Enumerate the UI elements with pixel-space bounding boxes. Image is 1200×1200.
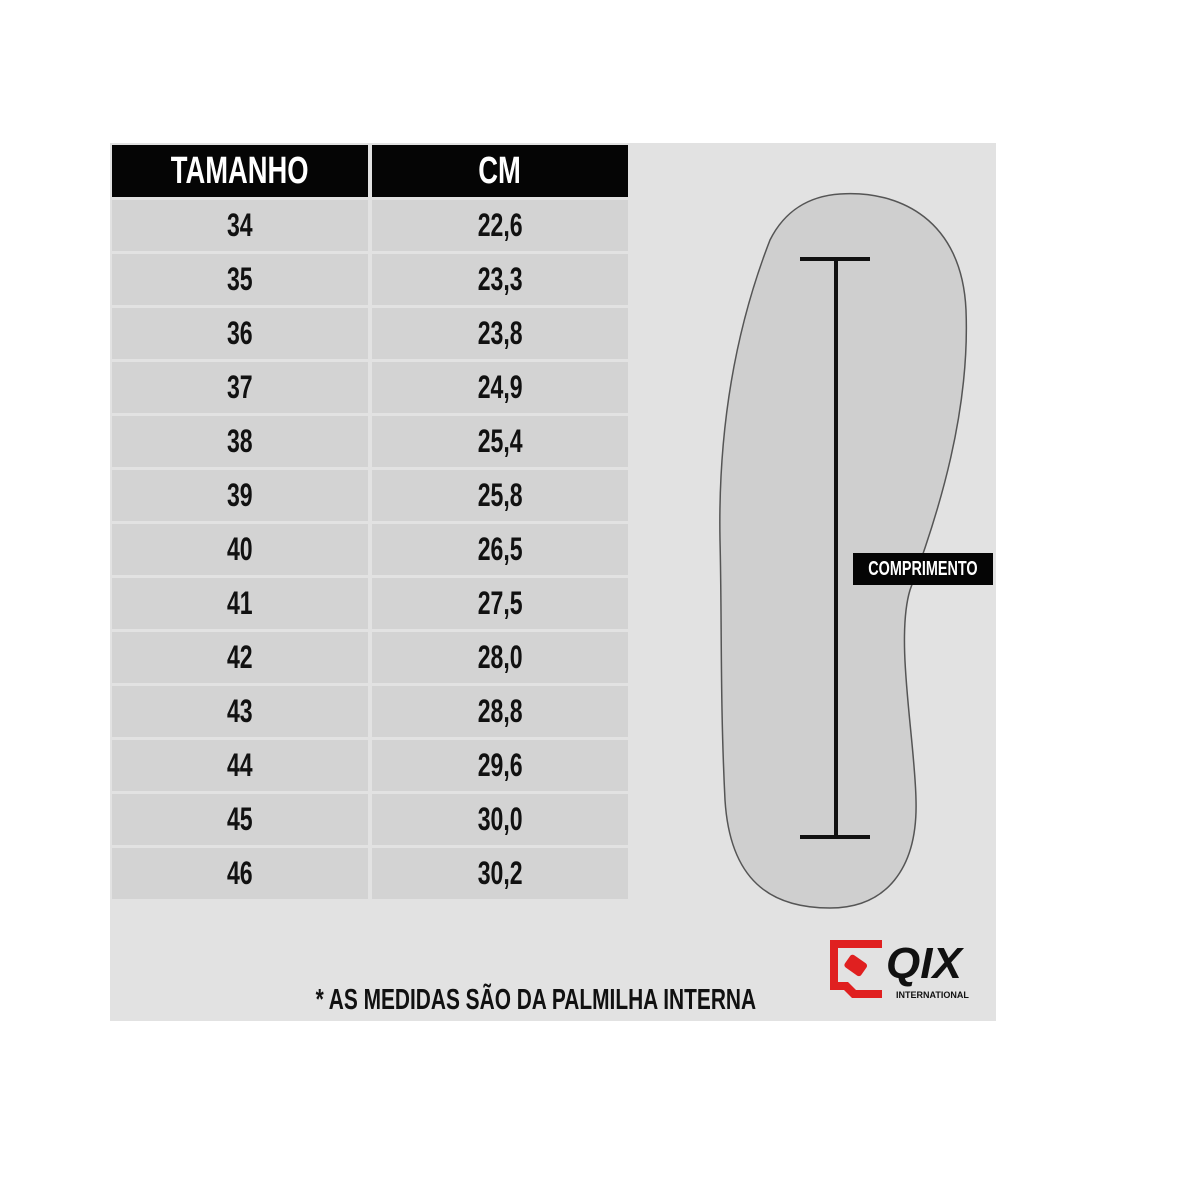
size-cell: 44 [112, 740, 368, 791]
insole-diagram [719, 192, 968, 909]
table-row: 41 27,5 [112, 578, 628, 629]
size-cell: 43 [112, 686, 368, 737]
cm-cell: 29,6 [372, 740, 628, 791]
cm-cell: 28,8 [372, 686, 628, 737]
table-row: 38 25,4 [112, 416, 628, 467]
size-cell: 34 [112, 200, 368, 251]
table-row: 34 22,6 [112, 200, 628, 251]
cm-cell: 27,5 [372, 578, 628, 629]
size-cell: 38 [112, 416, 368, 467]
table-header: TAMANHO CM [112, 145, 628, 197]
cm-cell: 30,0 [372, 794, 628, 845]
logo-subtext: INTERNATIONAL [896, 990, 969, 1000]
table-row: 36 23,8 [112, 308, 628, 359]
cm-cell: 28,0 [372, 632, 628, 683]
table-row: 35 23,3 [112, 254, 628, 305]
size-cell: 39 [112, 470, 368, 521]
size-cell: 37 [112, 362, 368, 413]
size-table: TAMANHO CM 34 22,6 35 23,3 36 23,8 37 24,9 38 25,… [112, 145, 628, 899]
table-row: 37 24,9 [112, 362, 628, 413]
cm-cell: 23,3 [372, 254, 628, 305]
table-row: 45 30,0 [112, 794, 628, 845]
size-cell: 35 [112, 254, 368, 305]
size-cell: 46 [112, 848, 368, 899]
length-label: COMPRIMENTO [853, 553, 993, 585]
qix-logo: QIX INTERNATIONAL [830, 939, 969, 1000]
table-row: 40 26,5 [112, 524, 628, 575]
table-row: 46 30,2 [112, 848, 628, 899]
insole-outline [719, 192, 968, 909]
cm-cell: 30,2 [372, 848, 628, 899]
logo-text: QIX [886, 939, 964, 988]
size-cell: 45 [112, 794, 368, 845]
footnote: * AS MEDIDAS SÃO DA PALMILHA INTERNA [315, 984, 757, 1016]
table-row: 43 28,8 [112, 686, 628, 737]
table-row: 44 29,6 [112, 740, 628, 791]
cm-cell: 25,8 [372, 470, 628, 521]
cm-cell: 22,6 [372, 200, 628, 251]
size-cell: 42 [112, 632, 368, 683]
cm-cell: 23,8 [372, 308, 628, 359]
table-row: 39 25,8 [112, 470, 628, 521]
header-cm: CM [372, 145, 628, 197]
cm-cell: 24,9 [372, 362, 628, 413]
cm-cell: 26,5 [372, 524, 628, 575]
table-row: 42 28,0 [112, 632, 628, 683]
size-cell: 36 [112, 308, 368, 359]
size-cell: 40 [112, 524, 368, 575]
cm-cell: 25,4 [372, 416, 628, 467]
size-cell: 41 [112, 578, 368, 629]
header-size: TAMANHO [112, 145, 368, 197]
